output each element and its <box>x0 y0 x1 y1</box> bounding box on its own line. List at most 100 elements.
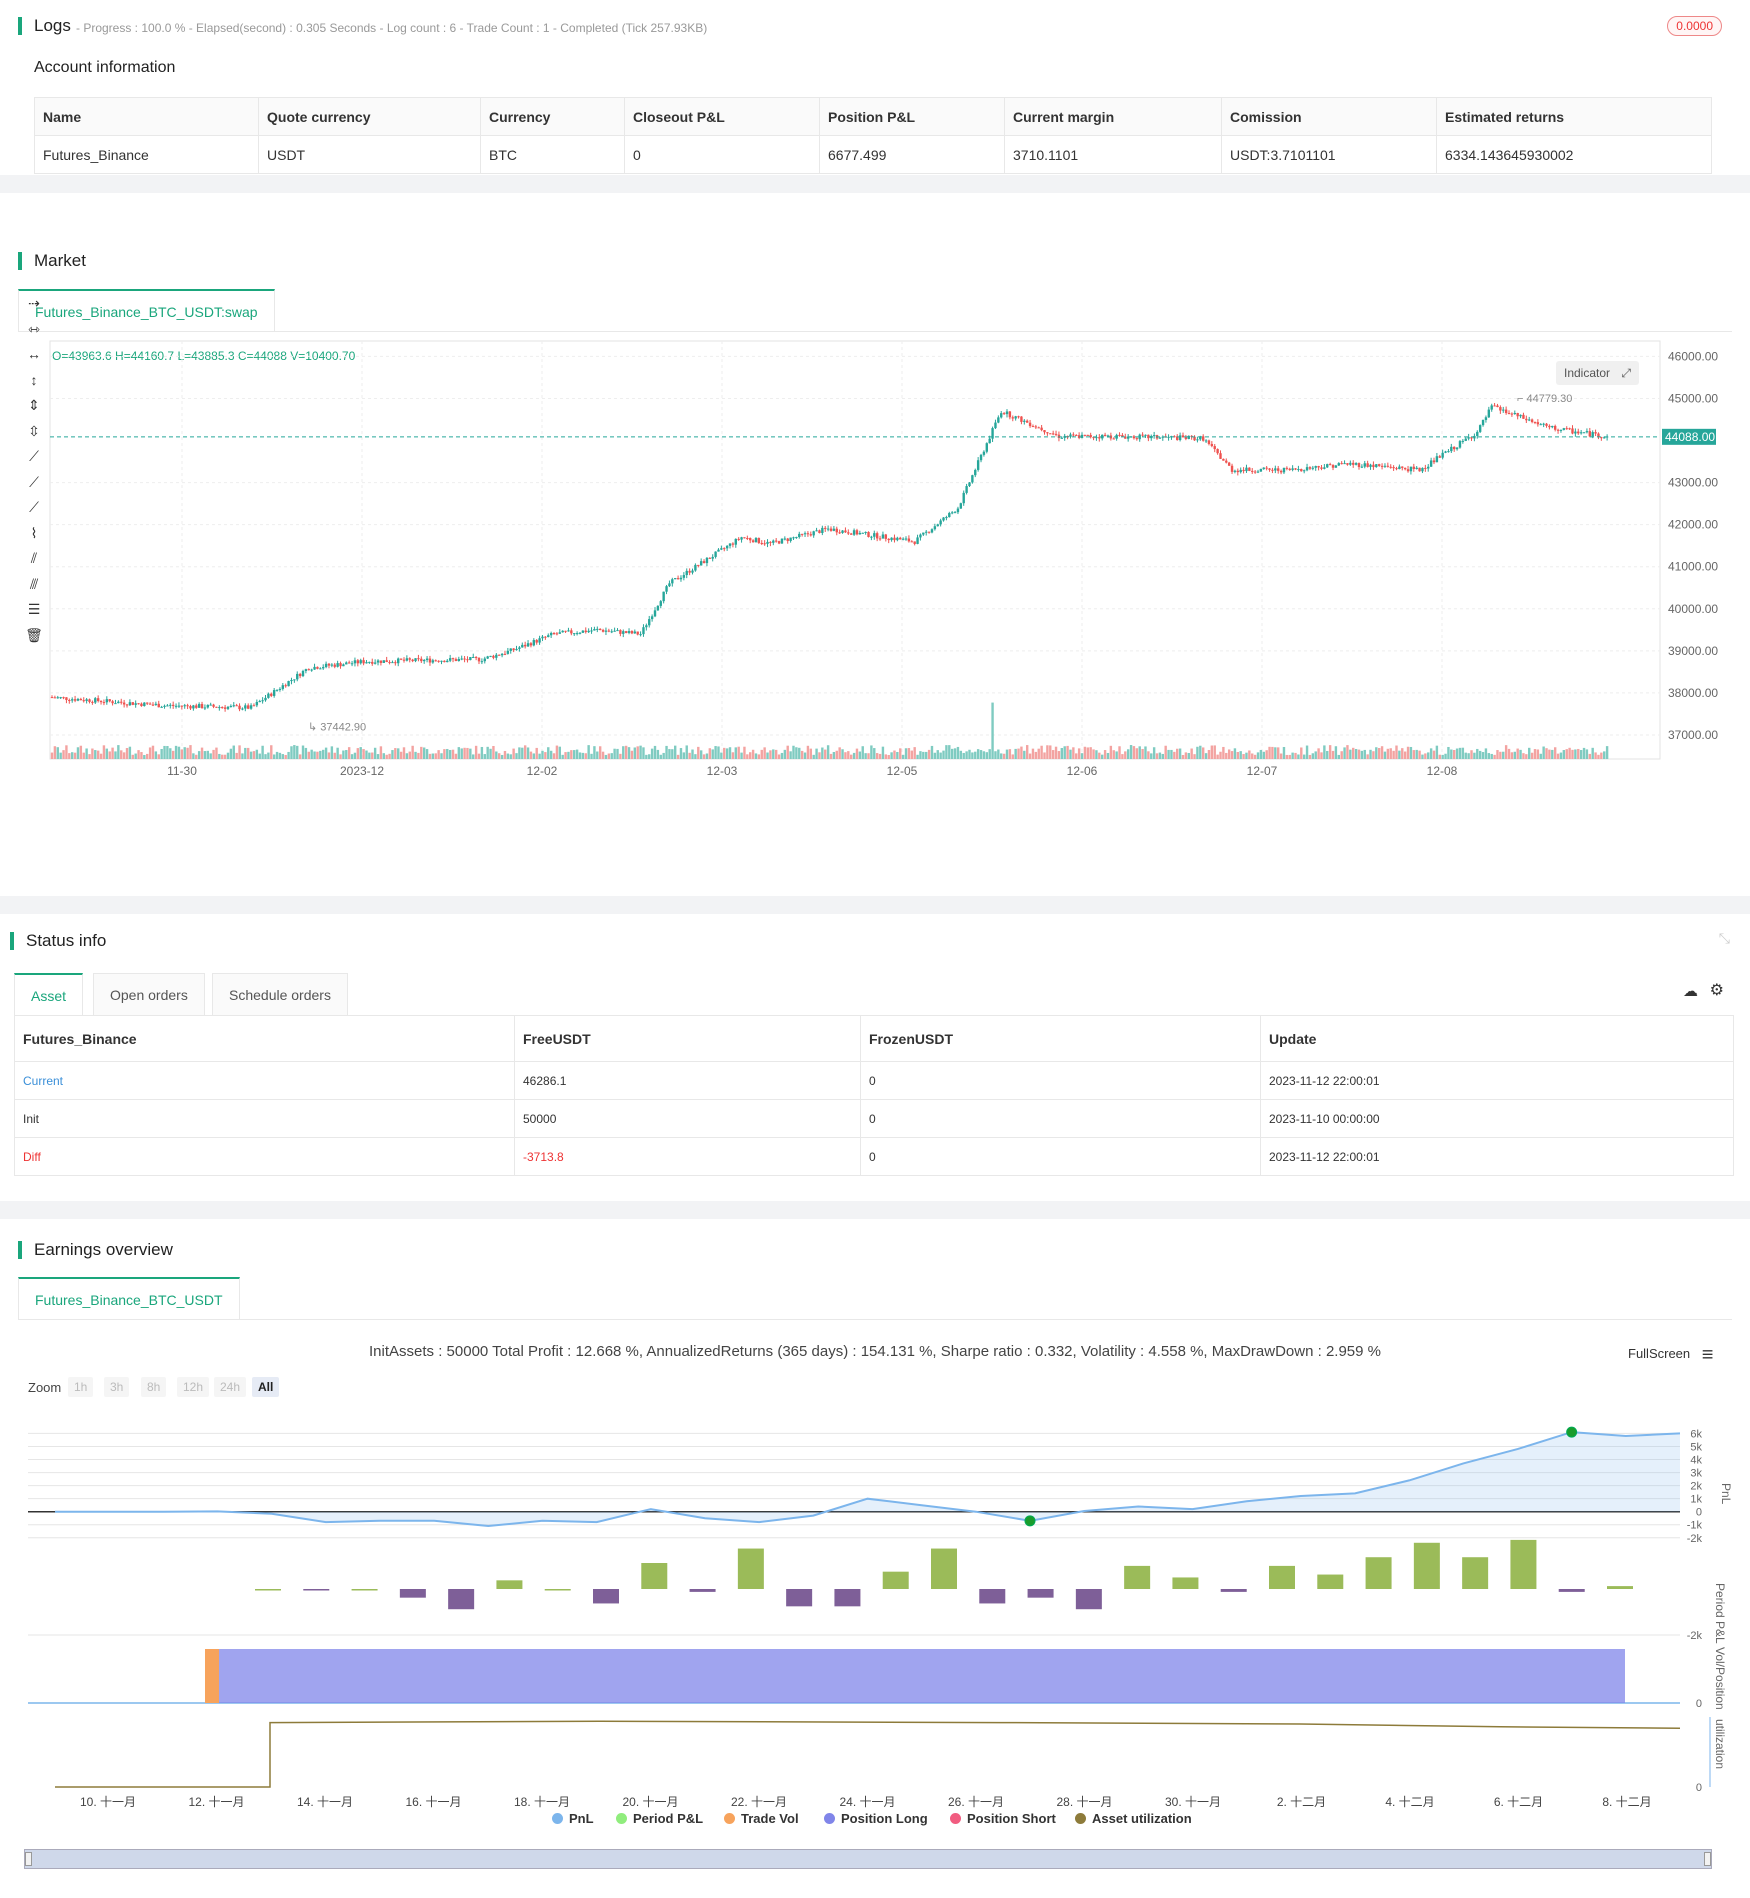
trend-ray-icon[interactable]: ⟋ <box>29 448 39 464</box>
volume-bar <box>232 745 235 759</box>
legend-item[interactable]: Period P&L <box>616 1811 703 1826</box>
candle-body <box>1328 464 1332 466</box>
period-bar <box>737 1548 764 1589</box>
volume-bar <box>1496 750 1499 759</box>
tab-asset[interactable]: Asset <box>14 973 84 1015</box>
horizontal-line-icon[interactable]: ⇿ <box>28 320 40 337</box>
zoom-12h-button[interactable]: 12h <box>177 1377 210 1397</box>
horizontal-segment-icon[interactable]: ↔ <box>27 346 41 362</box>
candle-body <box>94 698 97 703</box>
candle-body <box>901 538 905 540</box>
candle-body <box>1196 439 1199 441</box>
tab-schedule-orders[interactable]: Schedule orders <box>212 973 348 1015</box>
volume-bar <box>1409 746 1413 759</box>
vol-axis-label: Vol/Position <box>1713 1647 1727 1710</box>
gear-icon[interactable]: ⚙ <box>1709 982 1724 999</box>
candle-body <box>301 671 305 677</box>
candle-body <box>653 610 657 617</box>
navigator-right-handle[interactable] <box>1704 1852 1711 1866</box>
candle-body <box>134 703 137 705</box>
collapse-icon[interactable]: ⤡ <box>1718 930 1730 946</box>
volume-bar <box>1158 752 1162 759</box>
candle-body <box>1302 470 1306 472</box>
cloud-download-icon[interactable]: ☁ <box>1683 983 1698 1000</box>
zoom-8h-button[interactable]: 8h <box>141 1377 167 1397</box>
candle-body <box>111 701 114 704</box>
candle-body <box>500 653 504 656</box>
period-bar <box>544 1589 571 1591</box>
asset-table: Futures_Binance FreeUSDT FrozenUSDT Upda… <box>14 1015 1734 1176</box>
volume-bar <box>128 746 132 759</box>
vertical-segment-icon[interactable]: ⇳ <box>28 422 40 439</box>
zoom-24h-button[interactable]: 24h <box>214 1377 247 1397</box>
volume-bar <box>1031 748 1035 759</box>
legend-item[interactable]: PnL <box>552 1811 594 1826</box>
zoom-3h-button[interactable]: 3h <box>104 1377 130 1397</box>
volume-bar <box>1063 746 1066 759</box>
candle-body <box>899 537 902 540</box>
candle-body <box>720 548 723 550</box>
vertical-ray-icon[interactable]: ↕ <box>30 371 38 388</box>
candle-body <box>1421 467 1424 472</box>
legend-item[interactable]: Position Short <box>950 1811 1056 1826</box>
zoom-1h-button[interactable]: 1h <box>68 1377 94 1397</box>
volume-bar <box>1389 748 1392 759</box>
candle-body <box>1464 438 1467 441</box>
trend-segment-icon[interactable]: ⟋ <box>29 499 39 515</box>
legend-item[interactable]: Position Long <box>824 1811 928 1826</box>
candle-body <box>498 654 501 656</box>
candle-body <box>1346 463 1349 465</box>
volume-bar <box>454 753 458 759</box>
volume-bar <box>907 748 911 759</box>
market-symbol-tab[interactable]: Futures_Binance_BTC_USDT:swap <box>18 289 275 331</box>
trend-line-icon[interactable]: ⟋ <box>29 473 39 490</box>
tab-open-orders[interactable]: Open orders <box>93 973 205 1015</box>
candle-body <box>1438 456 1441 458</box>
candle-body <box>789 537 792 542</box>
indicator-button[interactable]: Indicator ⤢ <box>1556 361 1639 385</box>
volume-bar <box>1424 753 1427 759</box>
volume-bar <box>1605 746 1609 759</box>
menu-icon[interactable]: ≡ <box>1701 1344 1714 1366</box>
vertical-line-icon[interactable]: ⇕ <box>28 397 40 413</box>
volume-bar <box>443 749 446 759</box>
fib-levels-icon[interactable]: ☰ <box>27 601 41 617</box>
logs-status-line: - Progress : 100.0 % - Elapsed(second) :… <box>76 21 708 35</box>
price-label-icon[interactable]: ⌇ <box>30 524 38 541</box>
legend-item[interactable]: Asset utilization <box>1075 1811 1192 1826</box>
parallel-channel-icon[interactable]: ⫽ <box>30 550 38 566</box>
candle-body <box>1199 436 1202 440</box>
volume-bar <box>226 752 230 759</box>
horizontal-ray-icon[interactable]: ⇢ <box>28 295 40 311</box>
volume-bar <box>125 748 129 759</box>
volume-bar <box>414 751 417 759</box>
volume-bar <box>515 753 518 759</box>
trash-icon[interactable]: 🗑 <box>25 626 43 643</box>
volume-bar <box>96 750 100 759</box>
navigator-left-handle[interactable] <box>25 1852 32 1866</box>
candlestick-chart[interactable]: 46000.00 45000.00 43000.00 42000.00 41000.00… <box>0 336 1750 896</box>
candle-body <box>754 538 758 543</box>
volume-bar <box>766 752 769 759</box>
candle-body <box>734 538 737 545</box>
volume-bar <box>347 747 351 759</box>
multi-line-icon[interactable]: ⫻ <box>29 575 39 592</box>
candle-body <box>699 561 703 566</box>
volume-bar <box>148 747 152 759</box>
fullscreen-button[interactable]: FullScreen ≡ <box>1628 1344 1713 1367</box>
volume-bar <box>73 752 77 759</box>
volume-bar <box>50 752 54 759</box>
volume-bar <box>120 750 123 759</box>
earnings-symbol-tab[interactable]: Futures_Binance_BTC_USDT <box>18 1277 240 1319</box>
volume-bar <box>345 750 348 759</box>
volume-bar <box>930 745 934 759</box>
zoom-all-button[interactable]: All <box>252 1377 280 1397</box>
candle-body <box>1285 467 1289 469</box>
volume-bar <box>671 749 674 759</box>
candle-body <box>757 538 761 543</box>
navigator-scrollbar[interactable] <box>24 1849 1712 1869</box>
volume-bar <box>365 750 368 759</box>
volume-bar <box>682 752 686 759</box>
legend-item[interactable]: Trade Vol <box>724 1811 799 1826</box>
